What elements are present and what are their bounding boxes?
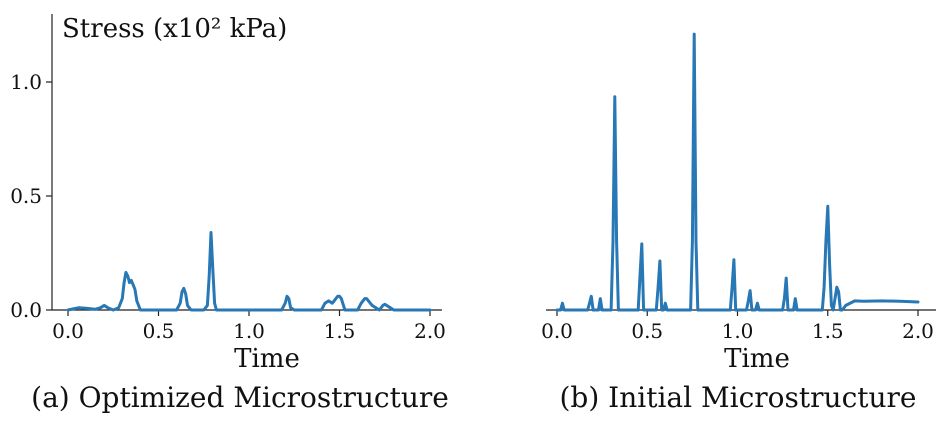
- x-tick-label: 1.0: [233, 319, 265, 343]
- y-ticks: 0.0 0.5 1.0: [10, 70, 52, 322]
- series-line: [66, 231, 432, 312]
- x-tick-label: 0.5: [631, 319, 663, 343]
- x-tick-label: 2.0: [902, 319, 934, 343]
- x-axis-label: Time: [724, 344, 790, 374]
- caption: (b) Initial Microstructure: [560, 381, 917, 414]
- x-ticks: 0.0 0.5 1.0 1.5 2.0: [541, 310, 934, 343]
- y-tick-label: 0.0: [10, 298, 42, 322]
- y-tick-label: 1.0: [10, 70, 42, 94]
- x-tick-label: 2.0: [414, 319, 446, 343]
- y-tick-label: 0.5: [10, 184, 42, 208]
- caption: (a) Optimized Microstructure: [31, 381, 449, 414]
- x-tick-label: 1.0: [722, 319, 754, 343]
- x-tick-label: 1.5: [812, 319, 844, 343]
- series-line: [555, 32, 920, 312]
- x-ticks: 0.0 0.5 1.0 1.5 2.0: [52, 310, 446, 343]
- panel-initial: 0.0 0.5 1.0 1.5 2.0 Time (b) Initial Microst…: [541, 32, 936, 414]
- panel-optimized: 0.0 0.5 1.0 0.0 0.5 1.0 1.5 2.0 Stress (x10² k…: [10, 14, 449, 414]
- x-tick-label: 0.5: [143, 319, 175, 343]
- x-tick-label: 1.5: [324, 319, 356, 343]
- x-axis-label: Time: [234, 344, 300, 374]
- y-axis-label: Stress (x10² kPa): [62, 14, 287, 44]
- x-tick-label: 0.0: [52, 319, 84, 343]
- x-tick-label: 0.0: [541, 319, 573, 343]
